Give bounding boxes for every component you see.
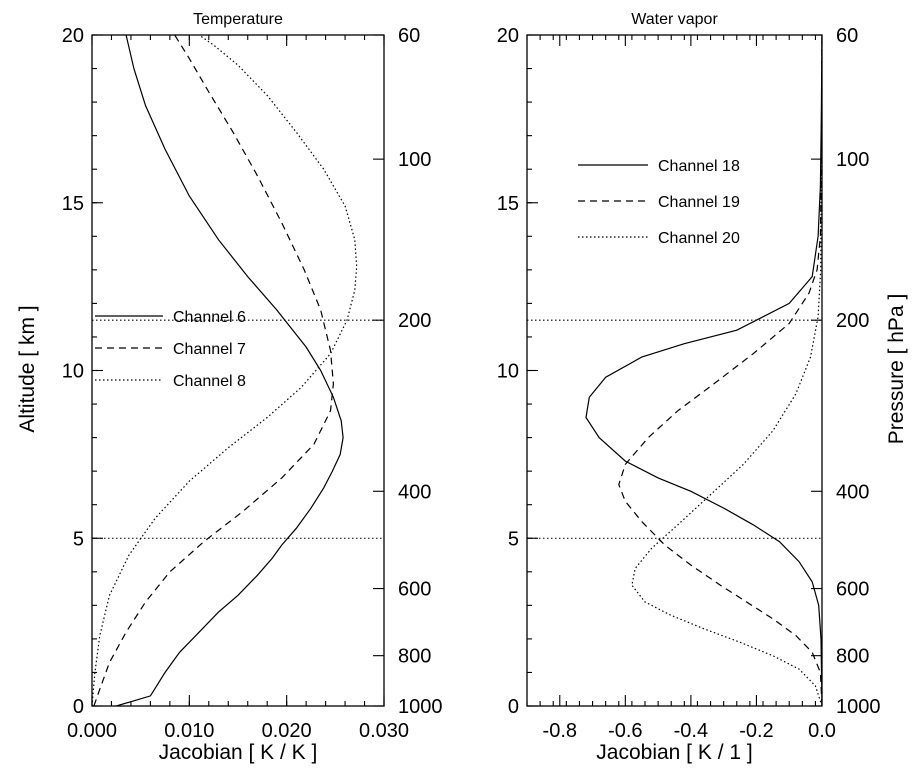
- x-tick-label: -0.4: [674, 720, 708, 742]
- pressure-tick-label: 200: [836, 310, 869, 332]
- y-tick-label: 0: [508, 696, 519, 718]
- pressure-tick-label: 600: [398, 579, 431, 601]
- y-tick-label: 15: [62, 193, 84, 215]
- y-tick-label: 0: [73, 696, 84, 718]
- x-tick-label: 0.010: [164, 720, 214, 742]
- pressure-tick-label: 1000: [836, 696, 881, 718]
- pressure-tick-label: 400: [836, 481, 869, 503]
- plot-frame: [526, 34, 823, 707]
- series-line: [93, 35, 335, 706]
- legend-label: Channel 7: [173, 341, 246, 358]
- y-tick-label: 5: [508, 528, 519, 550]
- x-tick-label: -0.8: [543, 720, 577, 742]
- legend-label: Channel 19: [658, 194, 740, 211]
- pressure-axis-label: Pressure [ hPa ]: [885, 294, 908, 445]
- y-tick-label: 15: [497, 193, 519, 215]
- altitude-axis-label: Altitude [ km ]: [16, 305, 39, 432]
- x-tick-label: 0.030: [359, 720, 409, 742]
- series-line: [618, 35, 822, 706]
- pressure-tick-label: 100: [398, 149, 431, 171]
- legend-label: Channel 8: [173, 373, 246, 390]
- y-tick-label: 10: [62, 361, 84, 383]
- pressure-tick-label: 600: [836, 579, 869, 601]
- series-line: [585, 35, 822, 706]
- x-tick-label: 0.0: [808, 720, 836, 742]
- legend-label: Channel 18: [658, 158, 740, 175]
- pressure-tick-label: 800: [398, 646, 431, 668]
- pressure-tick-label: 1000: [398, 696, 443, 718]
- y-tick-label: 20: [497, 25, 519, 47]
- pressure-tick-label: 800: [836, 646, 869, 668]
- x-tick-label: -0.2: [739, 720, 773, 742]
- pressure-tick-label: 100: [836, 149, 869, 171]
- y-tick-label: 10: [497, 361, 519, 383]
- chart-title: Temperature: [193, 11, 283, 28]
- x-tick-label: -0.6: [608, 720, 642, 742]
- plot-frame: [91, 34, 385, 707]
- pressure-tick-label: 400: [398, 481, 431, 503]
- legend-label: Channel 20: [658, 230, 740, 247]
- pressure-tick-label: 60: [836, 25, 858, 47]
- chart-title: Water vapor: [631, 11, 718, 28]
- series-line: [116, 35, 344, 706]
- series-line: [631, 35, 822, 706]
- legend-label: Channel 6: [173, 309, 246, 326]
- water-vapor-panel: Water vapor -0.8 -0.6 -0.4 -0.2 0.0 0 5 10 15 20 60…: [497, 11, 881, 764]
- temperature-panel: Temperature 0.000 0.010 0.020 0.030 0 5 10 15 20 6…: [62, 11, 443, 764]
- x-tick-label: 0.020: [262, 720, 312, 742]
- y-tick-label: 5: [73, 528, 84, 550]
- x-tick-label: 0.000: [67, 720, 117, 742]
- y-tick-label: 20: [62, 25, 84, 47]
- pressure-tick-label: 60: [398, 25, 420, 47]
- series-group: [92, 35, 358, 706]
- x-axis-label: Jacobian [ K / 1 ]: [596, 741, 752, 764]
- series-group: [585, 35, 822, 706]
- pressure-tick-label: 200: [398, 310, 431, 332]
- x-axis-label: Jacobian [ K / K ]: [159, 741, 318, 764]
- series-line: [92, 35, 358, 706]
